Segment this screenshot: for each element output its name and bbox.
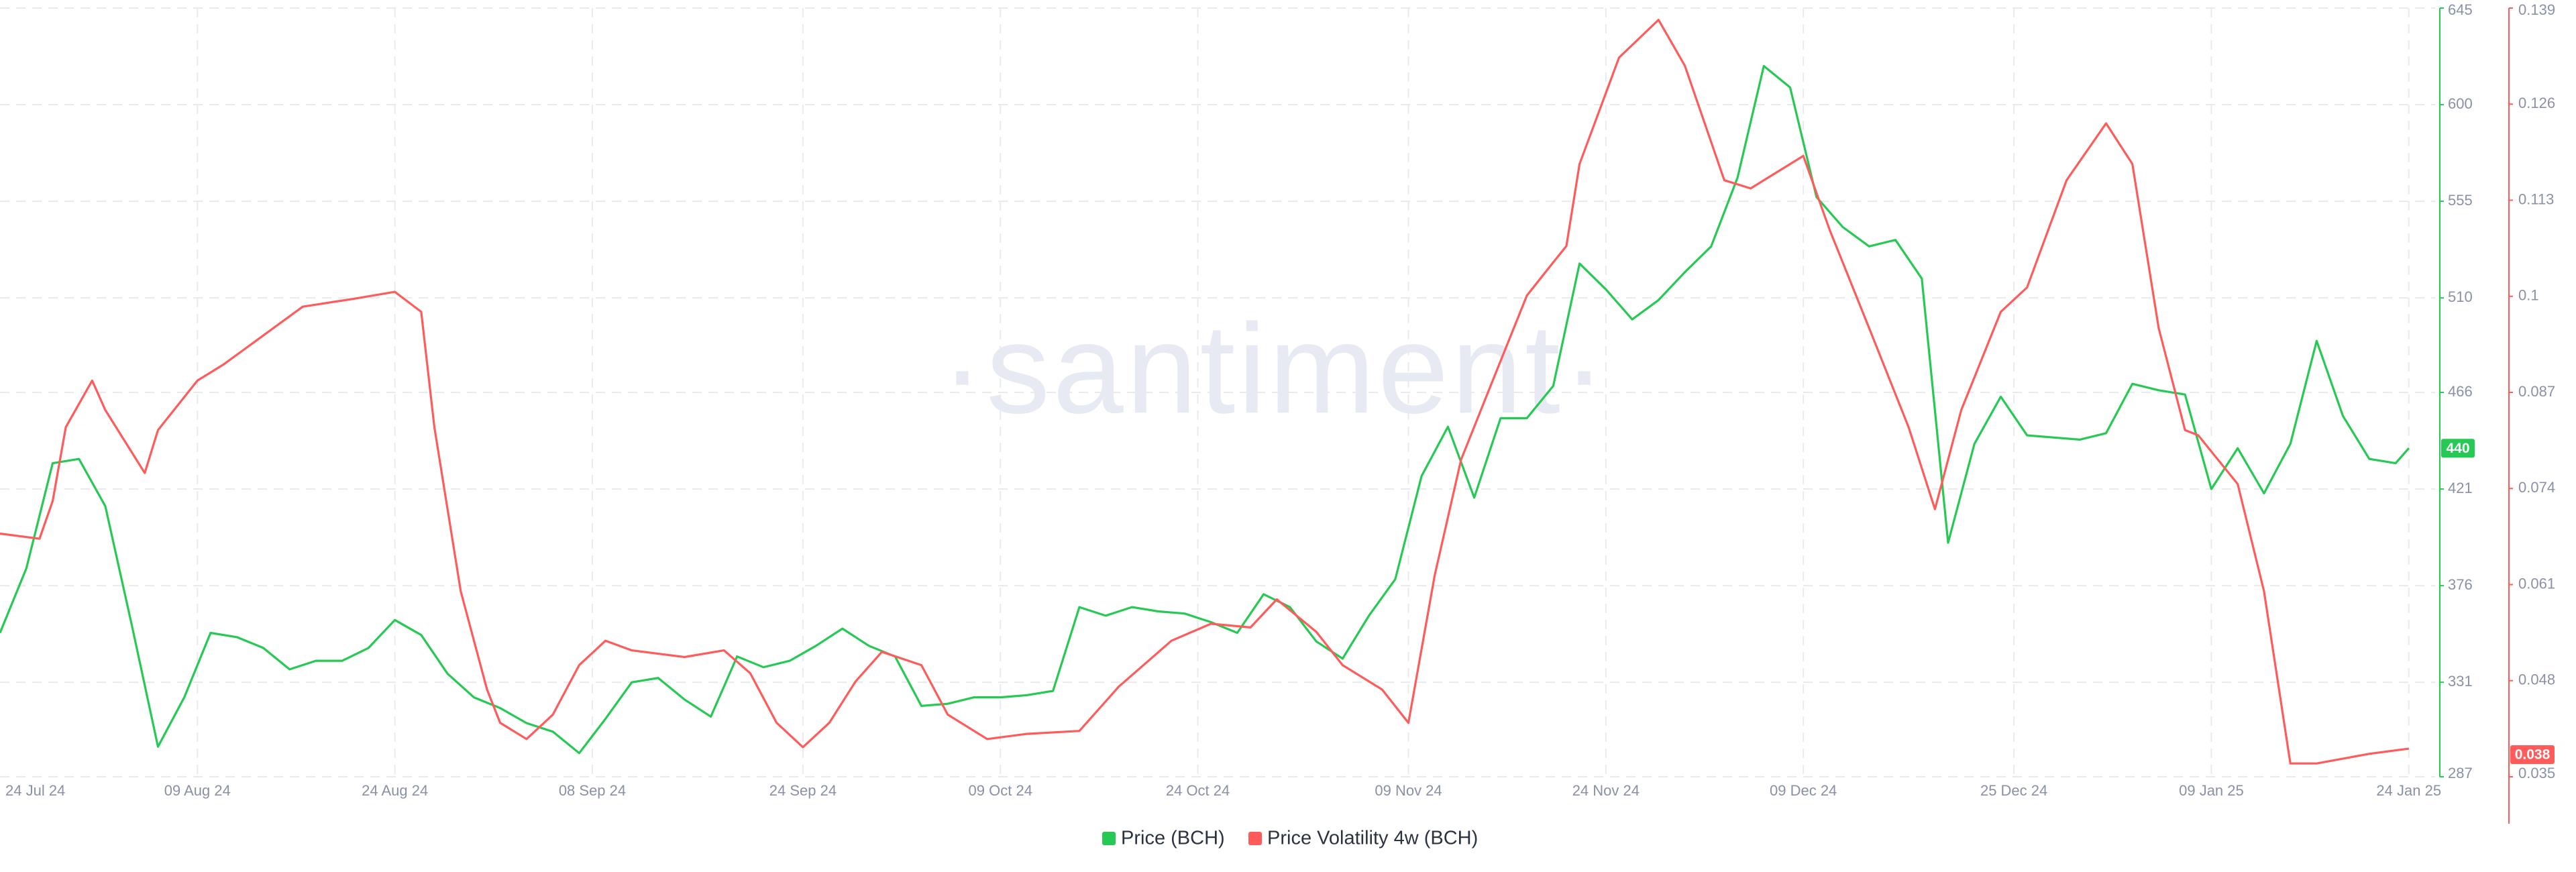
- legend-swatch: [1102, 832, 1116, 845]
- y2-tick-label: 0.126: [2518, 95, 2555, 111]
- y-tick-label: 466: [2448, 383, 2473, 400]
- x-tick-label: 09 Jan 25: [2179, 782, 2244, 799]
- x-tick-label: 24 Nov 24: [1572, 782, 1640, 799]
- current-value-label: 440: [2446, 441, 2469, 456]
- legend-swatch: [1248, 832, 1262, 845]
- y-tick-label: 555: [2448, 192, 2473, 209]
- y2-tick-label: 0.074: [2518, 479, 2555, 496]
- x-tick-label: 09 Aug 24: [164, 782, 231, 799]
- current-value-badge: [2510, 745, 2555, 764]
- y2-tick-label: 0.113: [2518, 190, 2554, 207]
- y2-tick-label: 0.061: [2518, 575, 2555, 592]
- x-tick-label: 24 Jul 24: [5, 782, 65, 799]
- y2-tick-label: 0.087: [2518, 383, 2555, 400]
- y2-tick-label: 0.035: [2518, 765, 2555, 781]
- legend-label: Price Volatility 4w (BCH): [1267, 828, 1478, 849]
- watermark: ·santiment·: [941, 298, 1608, 440]
- x-tick-label: 09 Nov 24: [1375, 782, 1442, 799]
- y-tick-label: 645: [2448, 1, 2473, 18]
- x-tick-label: 09 Oct 24: [969, 782, 1032, 799]
- x-tick-label: 09 Dec 24: [1770, 782, 1837, 799]
- x-tick-label: 08 Sep 24: [559, 782, 626, 799]
- y-tick-label: 600: [2448, 95, 2473, 112]
- y2-tick-label: 0.1: [2518, 287, 2539, 304]
- x-tick-label: 24 Oct 24: [1166, 782, 1230, 799]
- y-tick-label: 287: [2448, 765, 2473, 781]
- series-line: [0, 64, 2410, 755]
- y-tick-label: 510: [2448, 288, 2473, 305]
- y2-tick-label: 0.139: [2518, 1, 2555, 18]
- x-tick-label: 25 Dec 24: [1980, 782, 2047, 799]
- y-tick-label: 376: [2448, 576, 2473, 593]
- current-value-badge: [2441, 439, 2475, 458]
- y-tick-label: 421: [2448, 480, 2473, 496]
- y-tick-label: 331: [2448, 673, 2473, 690]
- y2-tick-label: 0.048: [2518, 671, 2555, 688]
- legend-label: Price (BCH): [1121, 828, 1225, 849]
- current-value-label: 0.038: [2515, 747, 2551, 762]
- series-line: [0, 19, 2410, 765]
- x-tick-label: 24 Sep 24: [769, 782, 837, 799]
- x-tick-label: 24 Aug 24: [362, 782, 428, 799]
- x-tick-label: 24 Jan 25: [2376, 782, 2441, 799]
